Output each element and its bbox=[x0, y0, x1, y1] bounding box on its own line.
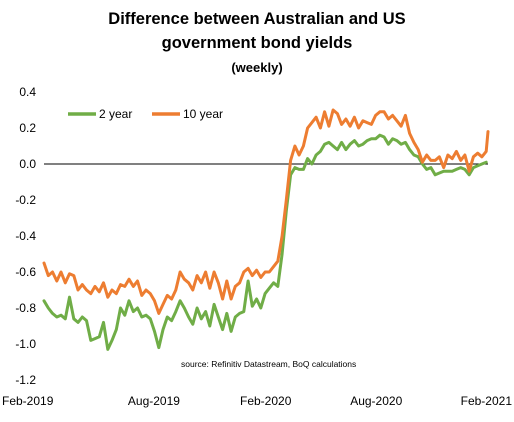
y-tick-label: -0.6 bbox=[15, 265, 36, 279]
series-line-2-year bbox=[42, 133, 488, 351]
x-tick-label: Aug-2019 bbox=[128, 394, 180, 408]
y-tick-label: 0.2 bbox=[19, 121, 36, 135]
y-axis-ticks: 0.4 0.2 0.0 -0.2 -0.4 -0.6 -0.8 -1.0 -1.2 bbox=[15, 85, 36, 387]
y-tick-label: -0.8 bbox=[15, 301, 36, 315]
chart-subtitle: (weekly) bbox=[231, 60, 282, 75]
legend: 2 year 10 year bbox=[68, 107, 223, 121]
x-tick-label: Feb-2021 bbox=[461, 394, 513, 408]
legend-label-10-year: 10 year bbox=[183, 107, 223, 121]
source-note: source: Refinitiv Datastream, BoQ calcul… bbox=[181, 359, 356, 369]
chart-title-line-2: government bond yields bbox=[162, 34, 353, 52]
y-tick-label: 0.4 bbox=[19, 85, 36, 99]
x-tick-label: Aug-2020 bbox=[350, 394, 402, 408]
chart-title-line-1: Difference between Australian and US bbox=[108, 10, 405, 28]
y-tick-label: -1.0 bbox=[15, 337, 36, 351]
y-tick-label: -1.2 bbox=[15, 373, 36, 387]
y-tick-label: -0.2 bbox=[15, 193, 36, 207]
series-line-10-year bbox=[42, 108, 490, 315]
y-tick-label: 0.0 bbox=[19, 157, 36, 171]
y-tick-label: -0.4 bbox=[15, 229, 36, 243]
x-axis-ticks: Feb-2019 Aug-2019 Feb-2020 Aug-2020 Feb-2021 bbox=[2, 394, 512, 408]
x-tick-label: Feb-2019 bbox=[2, 394, 54, 408]
legend-label-2-year: 2 year bbox=[99, 107, 132, 121]
x-tick-label: Feb-2020 bbox=[240, 394, 292, 408]
series-lines bbox=[42, 108, 490, 351]
